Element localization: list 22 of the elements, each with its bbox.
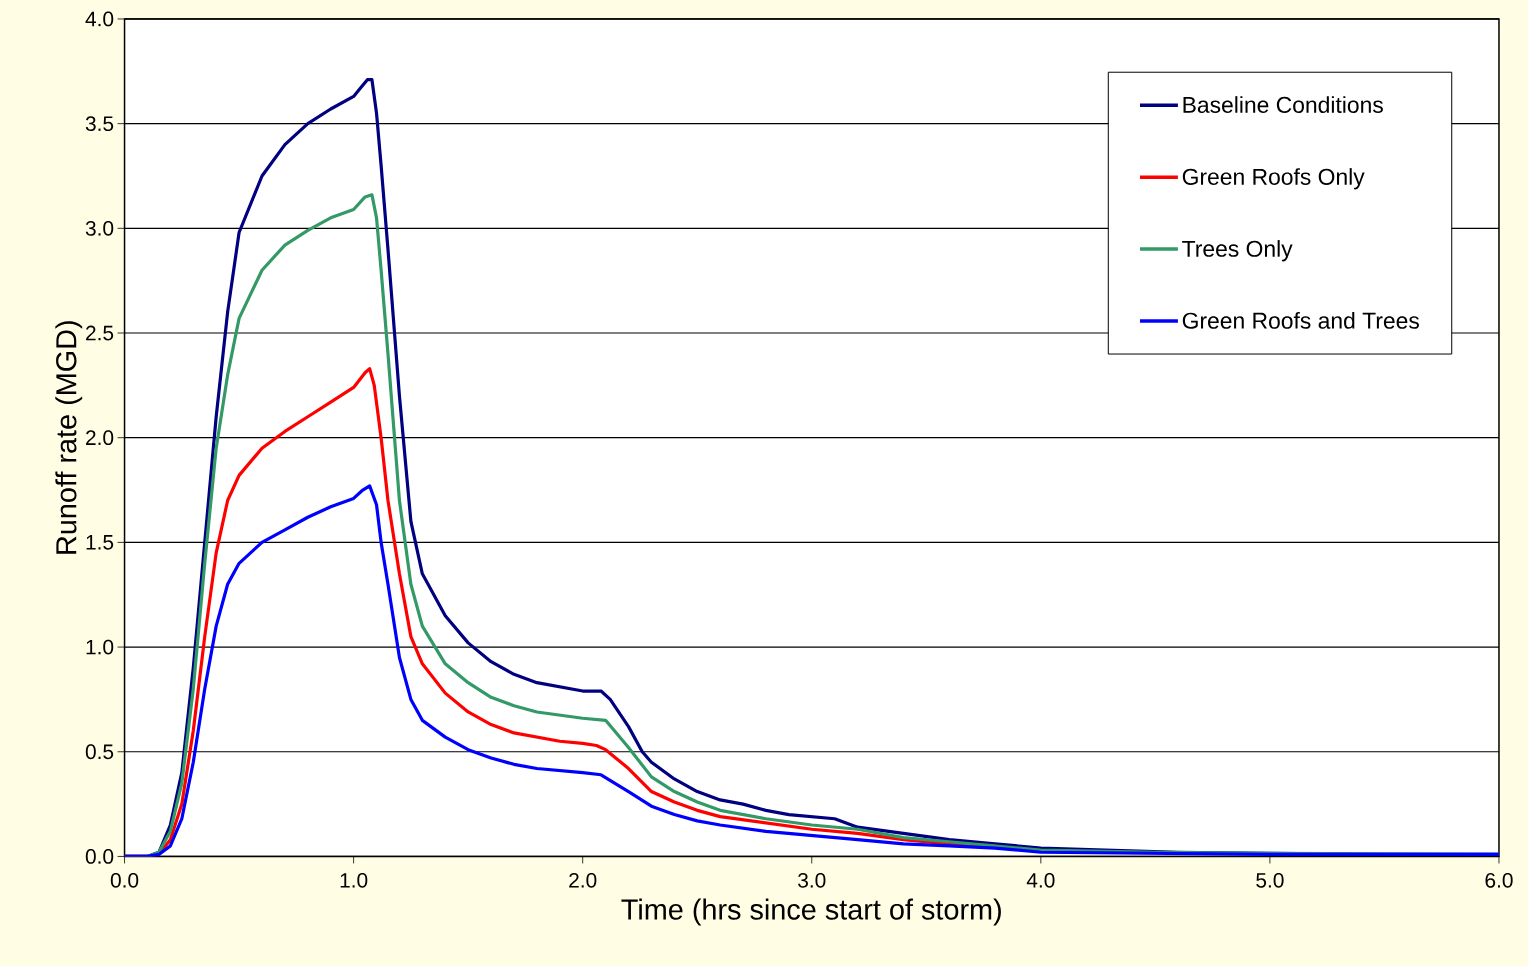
y-tick-label: 1.5 [86,534,114,550]
y-tick-label: 0.0 [85,848,114,864]
x-tick-label: 0.0 [110,872,139,888]
legend-label: Green Roofs Only [1182,168,1365,190]
y-axis-title: Runoff rate (MGD) [55,321,83,554]
x-axis-title: Time (hrs since start of storm) [621,898,1001,926]
y-tick-label: 0.5 [85,744,114,760]
x-tick-label: 5.0 [1256,872,1284,888]
legend-label: Baseline Conditions [1183,96,1383,113]
y-tick-label: 3.5 [85,116,114,131]
y-tick-label: 1.0 [86,639,114,655]
x-tick-label: 3.0 [798,872,826,888]
y-tick-label: 3.0 [85,220,114,236]
y-tick-label: 2.0 [86,430,114,445]
x-tick-label: 2.0 [569,872,597,888]
x-tick-label: 6.0 [1485,872,1513,888]
x-tick-label: 4.0 [1026,872,1055,888]
x-tick-label: 1.0 [340,872,368,888]
legend-label: Green Roofs and Trees [1182,311,1419,329]
legend-label: Trees Only [1182,239,1293,262]
y-tick-label: 4.0 [85,11,114,27]
y-tick-label: 2.5 [86,325,114,341]
